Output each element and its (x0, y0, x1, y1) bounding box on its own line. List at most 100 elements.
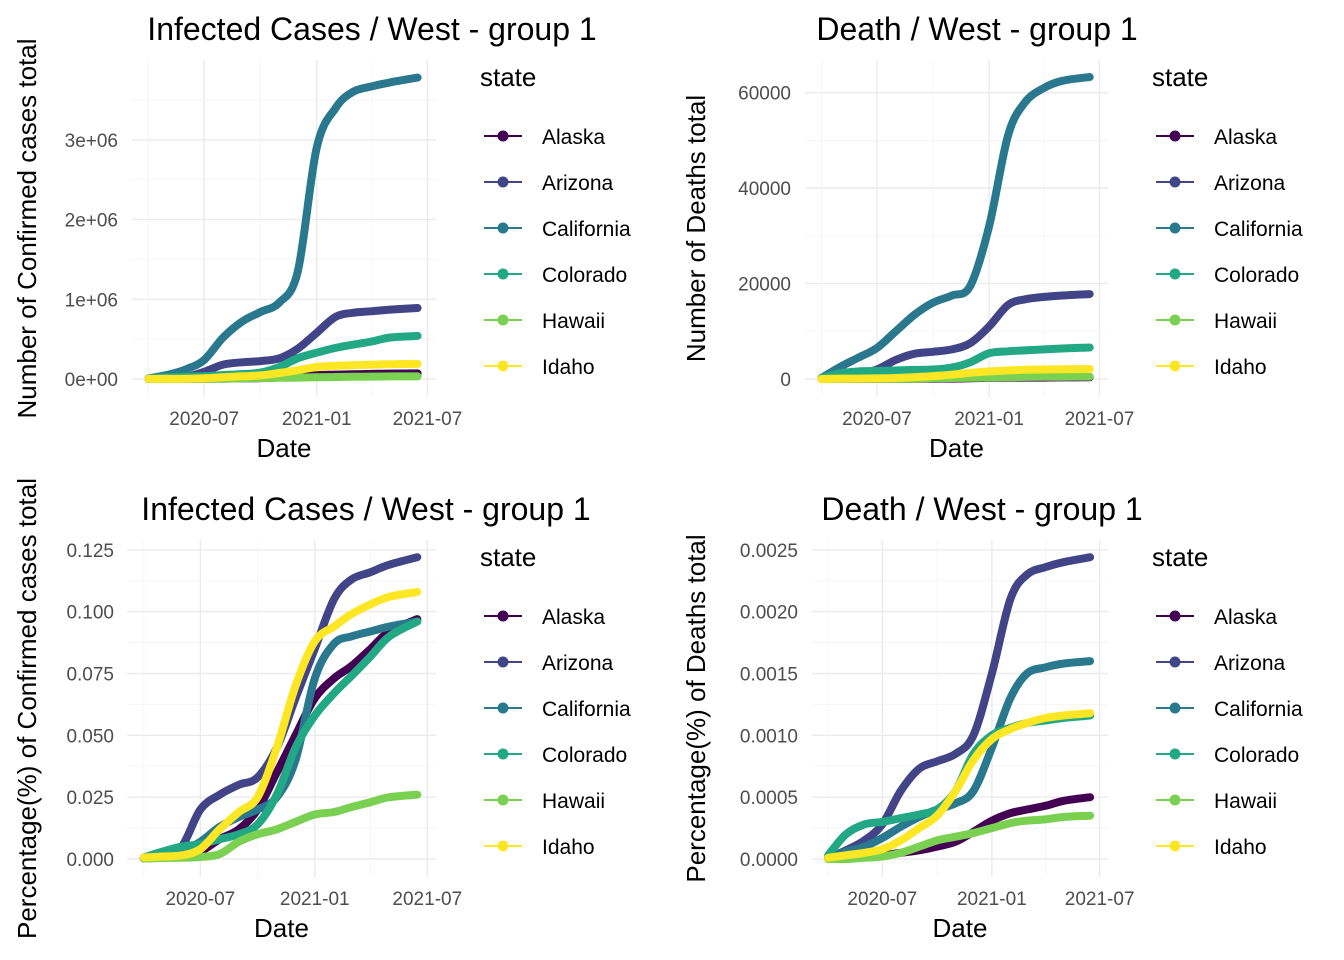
legend-key-point (1169, 130, 1181, 142)
legend-key-point (497, 268, 509, 280)
legend-key-point (1169, 268, 1181, 280)
x-axis-label: Date (929, 433, 984, 463)
legend-key-point (497, 656, 509, 668)
y-tick-label: 60000 (738, 84, 791, 105)
legend-key-point (497, 314, 509, 326)
legend-item-california: California (1156, 698, 1303, 721)
legend-item-idaho: Idaho (1156, 836, 1267, 859)
y-axis-label: Percentage(%) of Deaths total (681, 534, 711, 882)
legend-key-point (1169, 794, 1181, 806)
legend-label: Arizona (542, 172, 614, 195)
legend-key-point (497, 176, 509, 188)
series-line-california (817, 73, 1094, 382)
x-axis-label: Date (257, 433, 312, 463)
legend-item-colorado: Colorado (1156, 264, 1299, 287)
x-tick-label: 2021-01 (280, 889, 350, 910)
legend-title: state (1152, 62, 1208, 92)
legend-label: Alaska (542, 606, 605, 629)
legend-item-arizona: Arizona (1156, 172, 1286, 195)
series-line-hawaii (824, 811, 1095, 864)
series-line-arizona (824, 553, 1095, 862)
legend-item-colorado: Colorado (484, 744, 627, 767)
y-tick-label: 0e+00 (65, 370, 118, 391)
grid (132, 60, 436, 397)
legend-label: Arizona (542, 652, 614, 675)
x-tick-label: 2021-07 (392, 889, 462, 910)
legend-item-idaho: Idaho (484, 356, 595, 379)
y-tick-label: 0.0015 (740, 664, 798, 685)
legend-label: Alaska (1214, 126, 1277, 149)
legend-key-point (497, 748, 509, 760)
legend-key-point (1169, 702, 1181, 714)
legend-item-alaska: Alaska (484, 606, 605, 629)
x-tick-label: 2021-01 (954, 409, 1024, 430)
legend-label: Idaho (542, 836, 595, 859)
y-tick-label: 0.125 (66, 541, 114, 562)
y-tick-label: 0 (780, 370, 791, 391)
legend-label: Idaho (1214, 836, 1267, 859)
legend-item-arizona: Arizona (484, 172, 614, 195)
legend-key-point (1169, 222, 1181, 234)
legend: state Alaska Arizona California Colorado Hawa… (1152, 62, 1303, 379)
x-tick-label: 2021-07 (1065, 409, 1135, 430)
legend-key-point (1169, 314, 1181, 326)
legend-label: Hawaii (542, 790, 605, 813)
legend-title: state (480, 542, 536, 572)
legend-key-point (497, 840, 509, 852)
legend-label: Hawaii (542, 310, 605, 333)
legend-label: California (1214, 698, 1303, 721)
legend-item-alaska: Alaska (1156, 126, 1277, 149)
y-tick-label: 0.0010 (740, 726, 798, 747)
legend-key-point (1169, 610, 1181, 622)
y-tick-label: 0.0020 (740, 603, 798, 624)
y-tick-label: 1e+06 (65, 290, 118, 311)
chart-panel-1: Infected Cases / West - group 1 Number of… (12, 11, 631, 463)
legend-item-arizona: Arizona (1156, 652, 1286, 675)
legend-item-california: California (484, 218, 631, 241)
y-tick-label: 0.000 (66, 850, 114, 871)
legend-item-hawaii: Hawaii (1156, 310, 1277, 333)
legend-label: Arizona (1214, 652, 1286, 675)
legend-label: Colorado (542, 744, 627, 767)
y-tick-label: 0.075 (66, 664, 114, 685)
y-axis-label: Percentage(%) of Confirmed cases total (12, 478, 42, 939)
legend-item-arizona: Arizona (484, 652, 614, 675)
legend-item-california: California (484, 698, 631, 721)
legend-item-colorado: Colorado (1156, 744, 1299, 767)
legend-key-point (497, 222, 509, 234)
legend-label: Hawaii (1214, 790, 1277, 813)
y-tick-label: 20000 (738, 275, 791, 296)
legend-label: Colorado (1214, 264, 1299, 287)
legend-key-point (497, 130, 509, 142)
x-tick-label: 2020-07 (847, 889, 917, 910)
legend-item-hawaii: Hawaii (484, 310, 605, 333)
series-line-california (144, 73, 422, 383)
y-tick-label: 0.0000 (740, 850, 798, 871)
x-tick-label: 2021-07 (393, 409, 463, 430)
legend: state Alaska Arizona California Colorado Hawa… (1152, 542, 1303, 859)
y-tick-label: 3e+06 (65, 131, 118, 152)
x-tick-label: 2021-07 (1065, 889, 1135, 910)
legend-label: Alaska (1214, 606, 1277, 629)
series-line-california (824, 657, 1095, 862)
x-tick-label: 2020-07 (842, 409, 912, 430)
legend-label: Alaska (542, 126, 605, 149)
legend-label: California (542, 218, 631, 241)
legend-label: California (1214, 218, 1303, 241)
legend-label: Arizona (1214, 172, 1286, 195)
legend-key-point (1169, 748, 1181, 760)
y-tick-label: 0.0005 (740, 788, 798, 809)
x-tick-label: 2021-01 (957, 889, 1027, 910)
legend-item-alaska: Alaska (1156, 606, 1277, 629)
legend-label: Colorado (1214, 744, 1299, 767)
legend-title: state (480, 62, 536, 92)
series-line-idaho (817, 365, 1094, 383)
y-tick-label: 2e+06 (65, 211, 118, 232)
x-axis-label: Date (254, 913, 309, 943)
legend-key-point (497, 360, 509, 372)
series-line-idaho (824, 709, 1095, 862)
legend-key-point (1169, 176, 1181, 188)
legend-key-point (497, 794, 509, 806)
legend-key-point (1169, 360, 1181, 372)
legend-item-hawaii: Hawaii (484, 790, 605, 813)
